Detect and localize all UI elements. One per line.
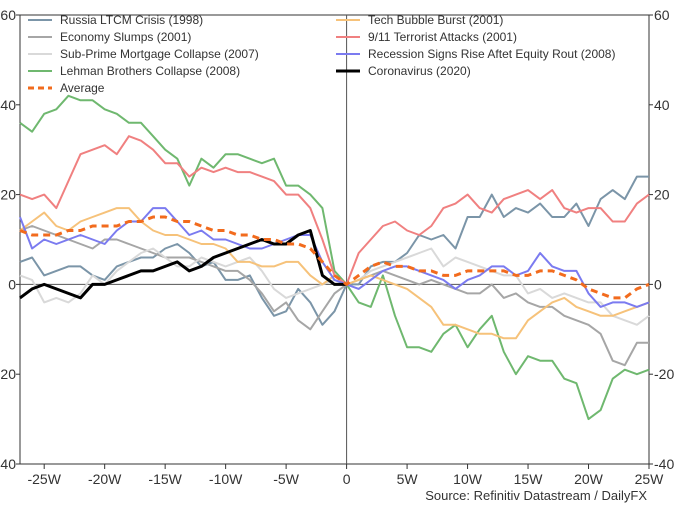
legend-label: 9/11 Terrorist Attacks (2001) xyxy=(368,30,517,44)
y-tick-label-right: -20 xyxy=(654,366,674,382)
x-tick-label: 15W xyxy=(514,471,544,487)
x-tick-label: 20W xyxy=(574,471,604,487)
x-tick-label: 10W xyxy=(453,471,483,487)
y-tick-label-right: 20 xyxy=(654,187,670,203)
legend-label: Lehman Brothers Collapse (2008) xyxy=(60,64,240,78)
x-tick-label: -25W xyxy=(27,471,61,487)
y-tick-label-right: 0 xyxy=(654,276,662,292)
y-tick-label-right: -40 xyxy=(654,456,674,472)
y-tick-label-left: 20 xyxy=(0,187,16,203)
series-line-0 xyxy=(19,175,649,326)
legend-label: Coronavirus (2020) xyxy=(368,64,471,78)
x-tick-label: 0 xyxy=(343,471,351,487)
legend-label: Sub-Prime Mortgage Collapse (2007) xyxy=(60,47,259,61)
series-group xyxy=(19,94,650,421)
legend-item-7: Coronavirus (2020) xyxy=(336,64,471,78)
y-tick-label-left: 60 xyxy=(0,7,16,23)
y-tick-label-right: 60 xyxy=(654,7,670,23)
legend: Russia LTCM Crisis (1998) Economy Slumps … xyxy=(28,13,615,95)
series-line-3 xyxy=(19,94,650,421)
legend-item-6: Recession Signs Rise Aftet Equity Rout (… xyxy=(336,47,615,61)
legend-label: Economy Slumps (2001) xyxy=(60,30,191,44)
legend-label: Tech Bubble Burst (2001) xyxy=(368,13,503,27)
source-note: Source: Refinitiv Datastream / DailyFX xyxy=(425,488,647,503)
series-line-6 xyxy=(19,207,650,308)
legend-item-2: Sub-Prime Mortgage Collapse (2007) xyxy=(28,47,259,61)
y-tick-label-left: -20 xyxy=(0,366,16,382)
legend-item-8: Average xyxy=(28,81,105,95)
series-line-7 xyxy=(19,229,347,300)
y-tick-label-left: 40 xyxy=(0,97,16,113)
series-line-8 xyxy=(19,215,650,300)
y-tick-label-left: -40 xyxy=(0,456,16,472)
x-tick-label: 25W xyxy=(635,471,665,487)
legend-item-0: Russia LTCM Crisis (1998) xyxy=(28,13,203,27)
x-tick-label: -15W xyxy=(148,471,182,487)
legend-label: Russia LTCM Crisis (1998) xyxy=(60,13,203,27)
x-tick-label: 5W xyxy=(397,471,419,487)
legend-item-3: Lehman Brothers Collapse (2008) xyxy=(28,64,240,78)
y-tick-label-left: 0 xyxy=(8,276,16,292)
y-tick-label-right: 40 xyxy=(654,97,670,113)
axes: -40 -40 -20 -20 0 0 20 20 40 40 60 60 -25W -20W -15W -1… xyxy=(0,7,674,487)
x-tick-label: -10W xyxy=(209,471,243,487)
plot-area-frame xyxy=(19,14,650,465)
series-line-1 xyxy=(19,225,649,367)
legend-item-4: Tech Bubble Burst (2001) xyxy=(336,13,503,27)
legend-item-1: Economy Slumps (2001) xyxy=(28,30,191,44)
legend-label: Average xyxy=(60,81,105,95)
x-tick-label: -5W xyxy=(273,471,299,487)
x-tick-label: -20W xyxy=(88,471,122,487)
legend-label: Recession Signs Rise Aftet Equity Rout (… xyxy=(368,47,615,61)
legend-item-5: 9/11 Terrorist Attacks (2001) xyxy=(336,30,517,44)
